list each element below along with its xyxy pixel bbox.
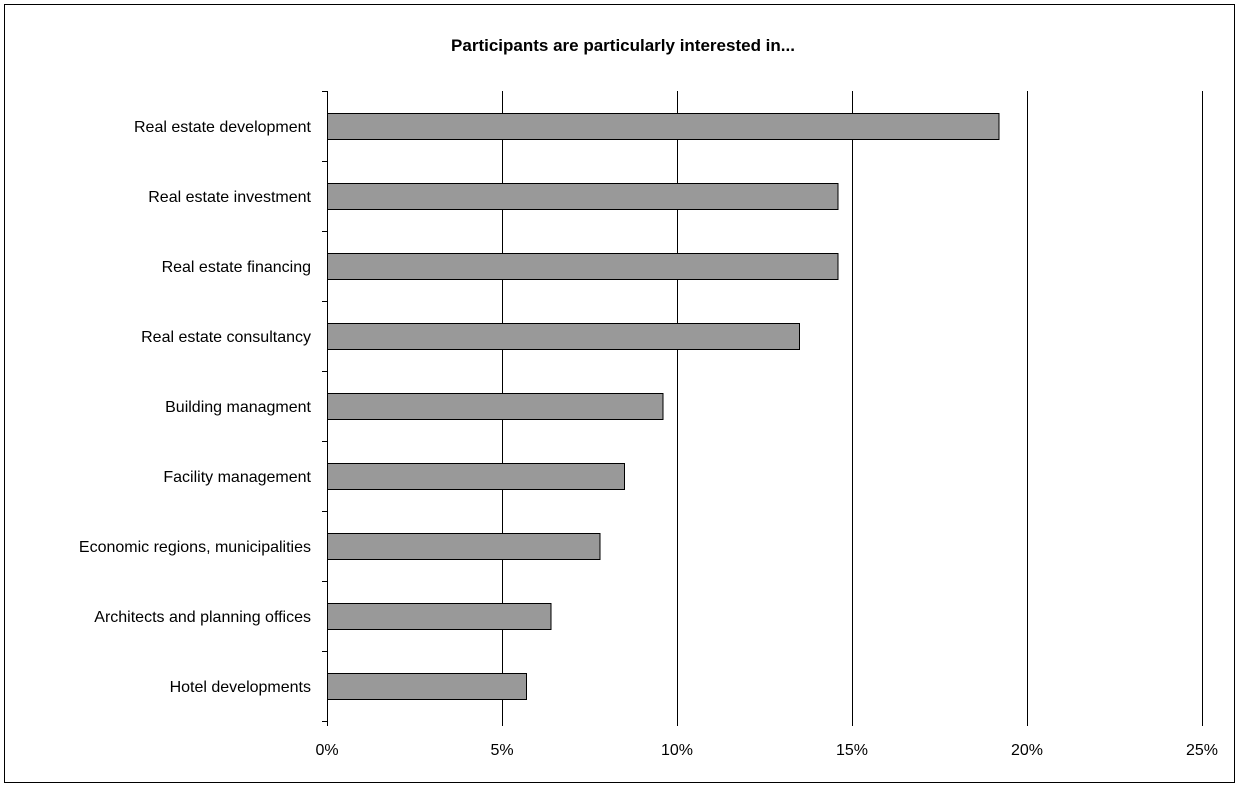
- bar-hotel-developments: [327, 673, 527, 700]
- x-tick-label: 5%: [490, 742, 513, 759]
- category-label: Real estate financing: [162, 259, 311, 276]
- bar-real-estate-investment: [327, 183, 839, 210]
- x-tick-label: 15%: [836, 742, 868, 759]
- bar-real-estate-consultancy: [327, 323, 800, 350]
- x-tick-label: 20%: [1011, 742, 1043, 759]
- bar-architects-and-planning-offices: [327, 603, 552, 630]
- x-tick-label: 10%: [661, 742, 693, 759]
- category-label: Economic regions, municipalities: [79, 539, 311, 556]
- category-label: Architects and planning offices: [94, 609, 311, 626]
- x-tick-label: 25%: [1186, 742, 1218, 759]
- bar-building-managment: [327, 393, 664, 420]
- bar-real-estate-financing: [327, 253, 839, 280]
- category-label: Real estate development: [134, 119, 312, 136]
- bars: [327, 113, 1000, 700]
- category-label: Hotel developments: [170, 679, 311, 696]
- bar-facility-management: [327, 463, 625, 490]
- bar-real-estate-development: [327, 113, 1000, 140]
- category-label: Real estate consultancy: [141, 329, 311, 346]
- category-label: Building managment: [165, 399, 311, 416]
- labels: 0% 5% 10% 15% 20% 25% Real estate development R…: [79, 119, 1218, 759]
- bar-economic-regions-municipalities: [327, 533, 601, 560]
- x-tick-label: 0%: [315, 742, 338, 759]
- category-label: Facility management: [163, 469, 311, 486]
- category-label: Real estate investment: [148, 189, 311, 206]
- chart-title: Participants are particularly interested…: [451, 36, 795, 55]
